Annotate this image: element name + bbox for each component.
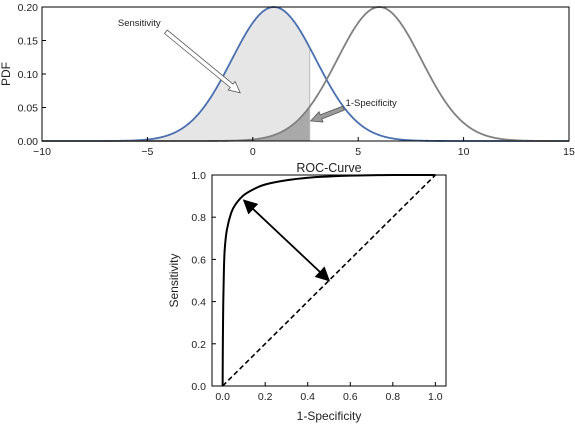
pdf-y-tick-label: 0.00 [18,136,39,148]
annotation-1-specificity: 1-Specificity [346,98,397,109]
distance-double-arrow [242,199,331,282]
pdf-y-axis-label: PDF [0,62,13,86]
roc-x-tick-label: 0.6 [343,391,358,403]
roc-x-tick-label: 0.4 [300,391,315,403]
roc-x-tick-label: 0.2 [258,391,273,403]
roc-y-tick-label: 0.4 [191,297,206,309]
roc-y-tick-label: 0.8 [191,212,206,224]
pdf-x-tick-label: 10 [458,146,470,158]
pdf-x-tick-label: 0 [250,146,256,158]
pdf-y-tick-label: 0.20 [18,2,39,14]
roc-y-tick-label: 0.0 [191,381,206,393]
pdf-y-tick-label: 0.15 [18,36,39,48]
roc-title: ROC-Curve [296,161,361,175]
sensitivity-area [42,7,310,141]
pdf-x-tick-label: −10 [33,146,51,158]
roc-x-tick-label: 0.0 [215,391,230,403]
pdf-x-tick-label: −5 [141,146,153,158]
pdf-x-tick-label: 15 [563,146,575,158]
roc-x-tick-label: 1.0 [428,391,443,403]
pdf-x-tick-label: 5 [355,146,361,158]
roc-x-tick-label: 0.8 [386,391,401,403]
roc-y-tick-label: 1.0 [191,170,206,182]
specificity-area [42,106,310,141]
roc-chart: 0.0 0.2 0.4 0.6 0.8 1.0 0.0 0.2 0.4 0.6 0.8 1.0 RO… [167,161,447,423]
roc-x-axis-label: 1-Specificity [297,409,362,423]
roc-y-tick-label: 0.2 [191,339,206,351]
pdf-y-tick-label: 0.10 [18,69,39,81]
pdf-y-tick-label: 0.05 [18,103,39,115]
specificity-arrow [309,105,345,123]
roc-plot-frame [211,174,447,387]
annotation-sensitivity: Sensitivity [118,18,161,29]
chance-diagonal-line [222,174,436,387]
sensitivity-arrow [163,29,241,94]
roc-y-axis-label: Sensitivity [167,253,181,307]
pdf-chart: −10 −5 0 5 10 15 0.00 0.05 0.10 0.15 0.20 PDF Sen… [0,2,575,158]
roc-y-tick-label: 0.6 [191,254,206,266]
roc-curve [221,173,436,387]
